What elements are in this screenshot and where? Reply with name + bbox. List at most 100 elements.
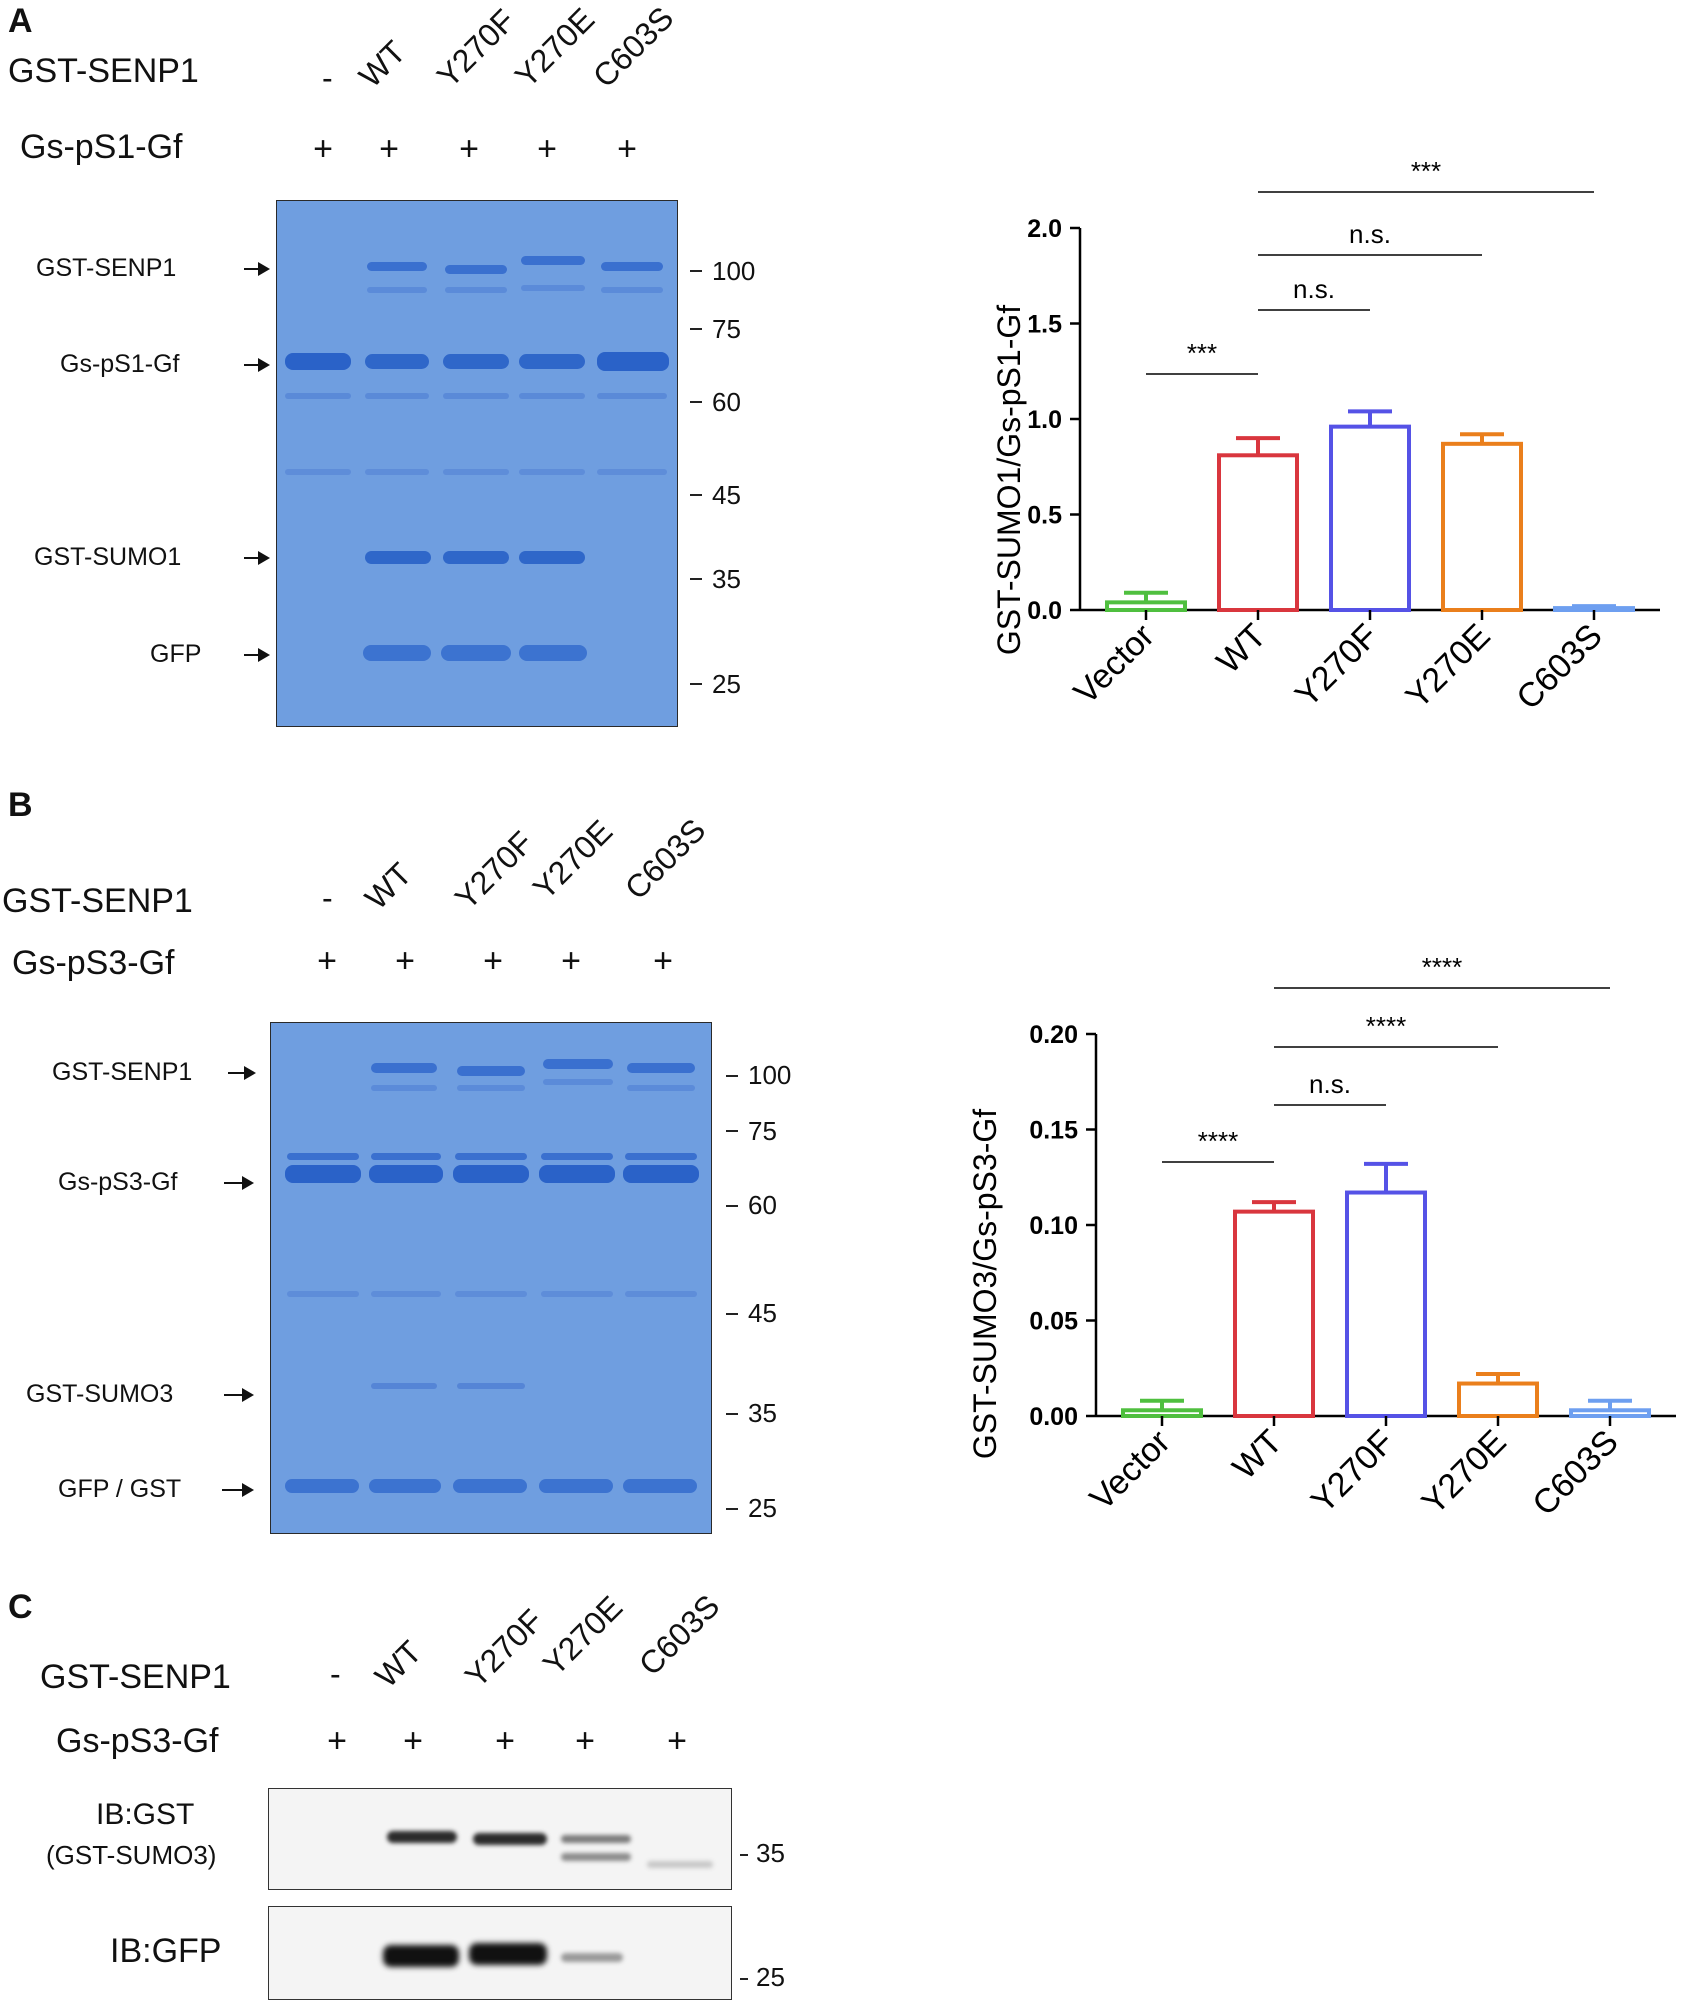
gel-band bbox=[371, 1063, 437, 1073]
gel-band bbox=[541, 1153, 613, 1160]
gel-band bbox=[453, 1479, 527, 1493]
gel-band bbox=[601, 287, 663, 293]
gel-band bbox=[519, 645, 587, 661]
blot-band bbox=[473, 1833, 547, 1845]
gel-band bbox=[285, 393, 351, 399]
panel-b-lane-head: Y270E bbox=[525, 812, 620, 907]
gel-band bbox=[457, 1383, 525, 1389]
gel-band bbox=[285, 353, 351, 370]
panel-c-blot1-mw: 35 bbox=[756, 1838, 785, 1868]
panel-b-gel-label: GST-SENP1 bbox=[52, 1058, 193, 1086]
mw-tick bbox=[690, 270, 702, 272]
panel-a-bar-chart: GST-SUMO1/Gs-pS1-Gf 0.0 0.5 1.0 1.5 2.0 Vecto… bbox=[991, 156, 1660, 717]
panel-a-plus: + bbox=[459, 130, 479, 168]
mw-tick bbox=[690, 401, 702, 403]
mw-tick bbox=[726, 1413, 738, 1415]
panel-b-plus: + bbox=[483, 942, 503, 980]
gel-band bbox=[285, 469, 351, 475]
panel-a-senp1-label: GST-SENP1 bbox=[8, 52, 199, 90]
panel-c-blot-gfp bbox=[268, 1906, 732, 2000]
mw-tick bbox=[726, 1205, 738, 1207]
gel-band bbox=[519, 551, 585, 564]
chart-a-bar-wt bbox=[1217, 453, 1299, 613]
panel-c-blot-gst bbox=[268, 1788, 732, 1890]
panel-b-mw: 35 bbox=[748, 1398, 777, 1428]
gel-band bbox=[285, 1165, 361, 1183]
panel-b-gel-label: Gs-pS3-Gf bbox=[58, 1168, 178, 1196]
gel-band bbox=[365, 469, 429, 475]
gel-band bbox=[363, 645, 431, 661]
chart-a-xtick-label: Vector bbox=[1067, 617, 1162, 712]
panel-a-plus: + bbox=[537, 130, 557, 168]
blot-band bbox=[469, 1943, 547, 1965]
gel-band bbox=[371, 1153, 441, 1160]
gel-band bbox=[457, 1085, 525, 1091]
gel-band bbox=[519, 469, 585, 475]
panel-c-senp1-label: GST-SENP1 bbox=[40, 1658, 231, 1696]
chart-a-bar-c603s bbox=[1553, 606, 1635, 612]
gel-band bbox=[371, 1383, 437, 1389]
panel-a-plus: + bbox=[379, 130, 399, 168]
arrow-icon bbox=[224, 1176, 254, 1190]
gel-band bbox=[625, 1291, 697, 1297]
panel-b-lane-head: WT bbox=[357, 855, 419, 917]
gel-band bbox=[597, 393, 667, 399]
panel-a-gel-label: GST-SENP1 bbox=[36, 254, 177, 282]
arrow-icon bbox=[244, 551, 270, 565]
panel-a-coomassie-gel bbox=[276, 200, 678, 727]
arrow-icon bbox=[224, 1388, 254, 1402]
arrow-icon bbox=[244, 358, 270, 372]
chart-b-ytick-label: 0.15 bbox=[1029, 1117, 1078, 1145]
chart-b-xtick-label: WT bbox=[1225, 1423, 1289, 1487]
panel-c-plus: + bbox=[575, 1722, 595, 1760]
mw-tick bbox=[740, 1854, 748, 1856]
chart-a-xtick-label: WT bbox=[1209, 617, 1273, 681]
gel-band bbox=[367, 287, 427, 293]
panel-b-letter: B bbox=[8, 786, 33, 824]
mw-tick bbox=[726, 1313, 738, 1315]
panel-c-plus: + bbox=[495, 1722, 515, 1760]
blot-band bbox=[387, 1831, 457, 1843]
gel-band bbox=[521, 285, 585, 291]
mw-tick bbox=[740, 1978, 748, 1980]
chart-a-ytick-label: 0.0 bbox=[1027, 597, 1062, 625]
gel-band bbox=[521, 256, 585, 265]
chart-a-significance-label: *** bbox=[1187, 338, 1217, 368]
panel-a-gel-label: GST-SUMO1 bbox=[34, 543, 182, 571]
mw-tick bbox=[690, 578, 702, 580]
panel-b-gel-label: GFP / GST bbox=[58, 1475, 182, 1503]
gel-band bbox=[627, 1085, 695, 1091]
chart-a-ytick-label: 0.5 bbox=[1027, 502, 1062, 530]
chart-b-significance-label: **** bbox=[1366, 1011, 1406, 1041]
chart-a-xtick-label: Y270F bbox=[1288, 617, 1386, 715]
gel-band bbox=[539, 1479, 613, 1493]
gel-band bbox=[285, 1479, 359, 1493]
mw-tick bbox=[726, 1130, 738, 1132]
panel-a-gel-label: Gs-pS1-Gf bbox=[60, 350, 180, 378]
mw-tick bbox=[726, 1075, 738, 1077]
arrow-icon bbox=[244, 648, 270, 662]
gel-band bbox=[365, 354, 429, 369]
panel-a-lane-head: WT bbox=[351, 33, 413, 95]
panel-c-lane-head: Y270F bbox=[457, 1602, 550, 1695]
blot-band bbox=[647, 1861, 713, 1868]
panel-c-lane-head: Y270E bbox=[535, 1588, 630, 1683]
panel-c-blot1-label: IB:GST bbox=[96, 1798, 195, 1831]
gel-band bbox=[371, 1291, 441, 1297]
panel-b-mw: 100 bbox=[748, 1060, 792, 1090]
gel-band bbox=[623, 1479, 697, 1493]
panel-a-lane-head: Y270F bbox=[429, 2, 522, 95]
panel-a-lane-head: Y270E bbox=[507, 0, 602, 95]
gel-band bbox=[597, 469, 667, 475]
gel-band bbox=[623, 1165, 699, 1183]
chart-a-bar-vector bbox=[1105, 600, 1187, 612]
panel-b-substrate-label: Gs-pS3-Gf bbox=[12, 944, 175, 982]
chart-a-xtick-label: Y270E bbox=[1399, 617, 1498, 716]
chart-a-bar-y270f bbox=[1329, 424, 1411, 613]
arrow-icon bbox=[228, 1066, 256, 1080]
panel-b-plus: + bbox=[317, 942, 337, 980]
panel-a-substrate-label: Gs-pS1-Gf bbox=[20, 128, 183, 166]
gel-band bbox=[601, 262, 663, 271]
panel-b-senp1-label: GST-SENP1 bbox=[2, 882, 193, 920]
gel-band bbox=[541, 1291, 613, 1297]
